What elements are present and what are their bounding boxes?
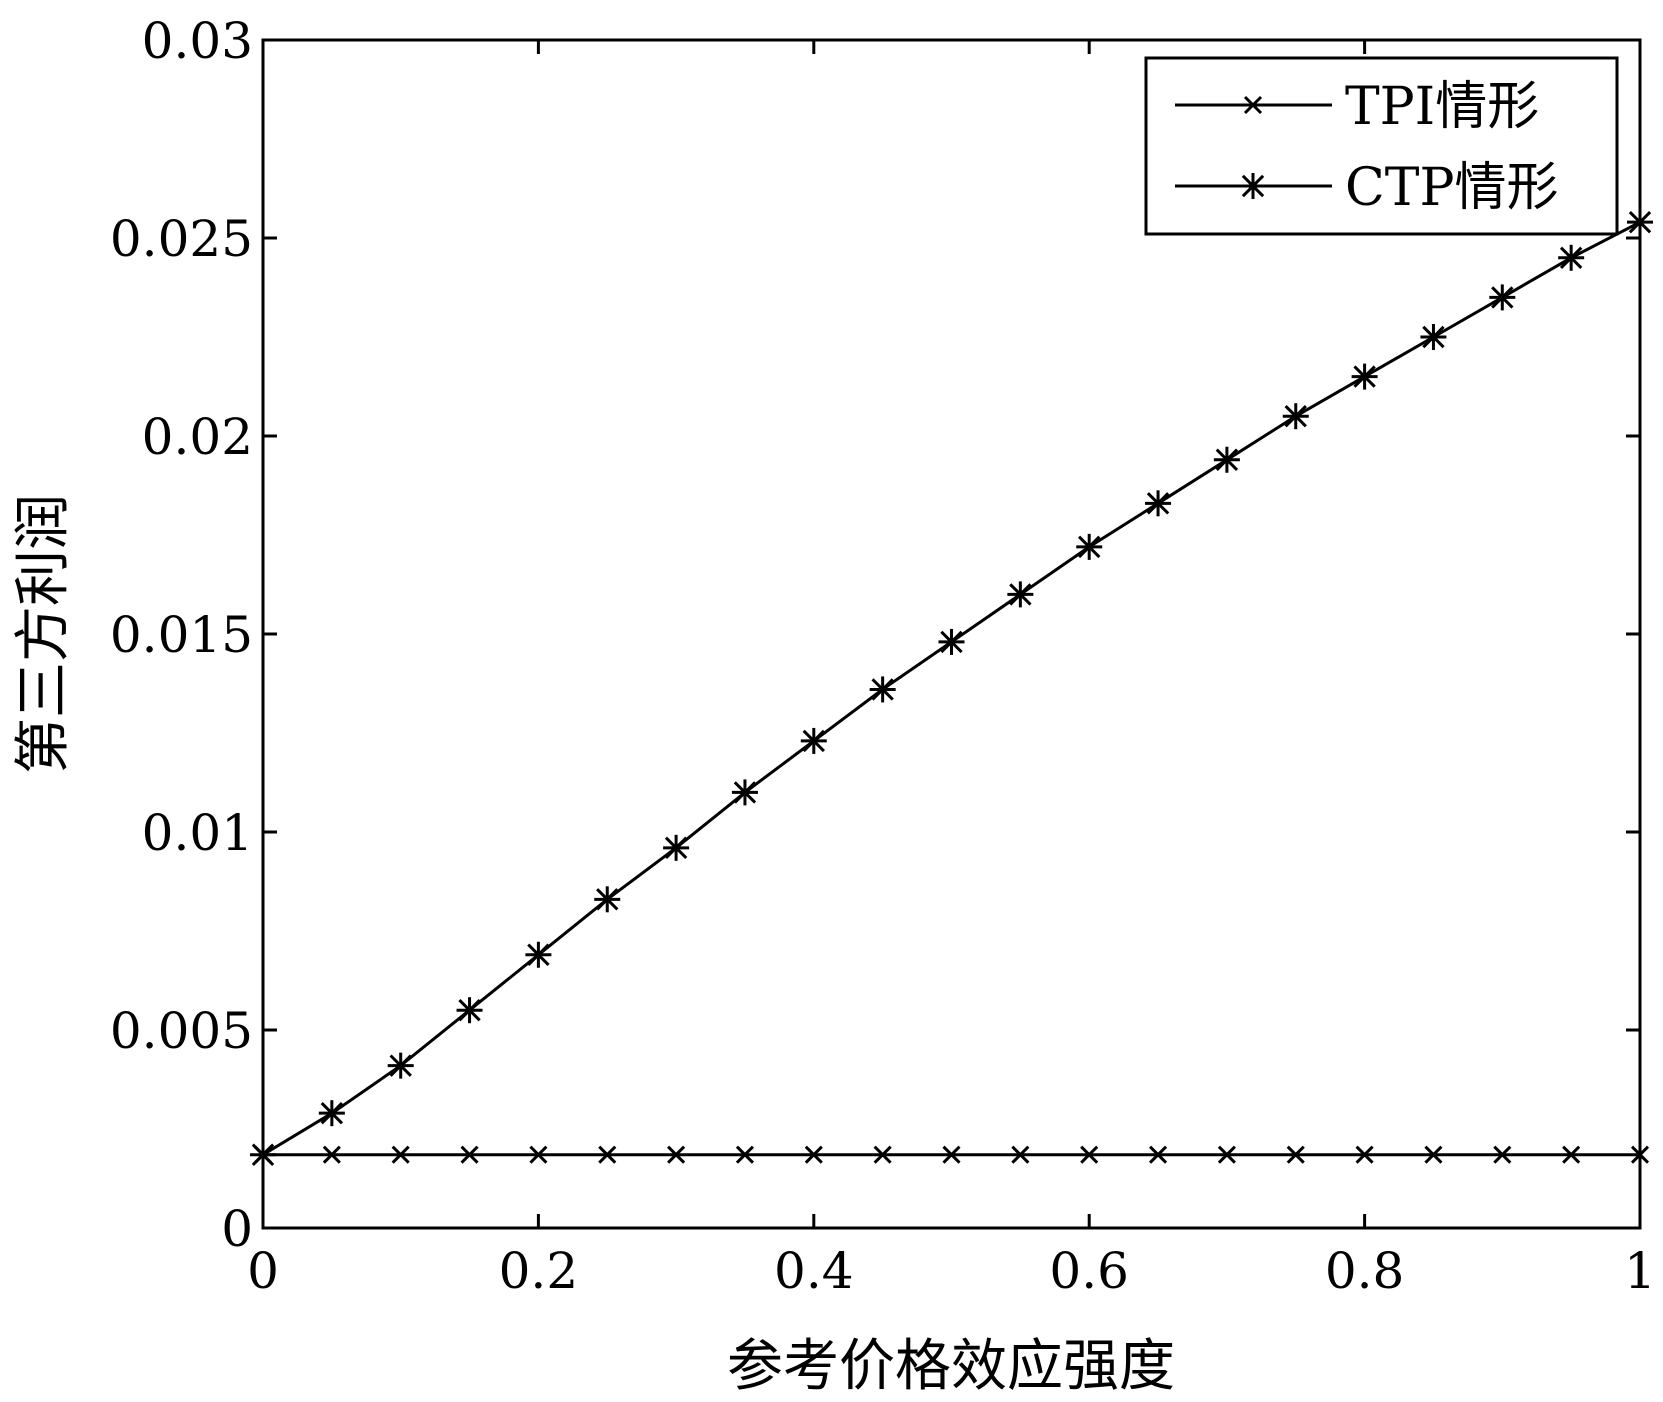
- data-point: [942, 1145, 961, 1164]
- data-point: [594, 886, 621, 913]
- data-point: [1562, 1145, 1581, 1164]
- x-tick-label: 0: [247, 1242, 279, 1300]
- data-point: [663, 834, 690, 861]
- data-point: [800, 727, 827, 754]
- data-point: [1148, 1145, 1168, 1164]
- data-point: [1213, 446, 1240, 473]
- y-tick-label: 0.01: [142, 804, 253, 862]
- data-point: [667, 1145, 686, 1164]
- data-point: [1355, 1145, 1374, 1164]
- data-point: [873, 1145, 892, 1164]
- data-point: [1217, 1145, 1236, 1164]
- y-axis-title: 第三方利润: [11, 494, 76, 774]
- data-point: [869, 676, 896, 703]
- data-point: [1011, 1145, 1030, 1164]
- y-tick-label: 0.03: [142, 12, 253, 70]
- data-point: [735, 1145, 755, 1164]
- y-tick-label: 0.005: [110, 1002, 253, 1060]
- data-point: [1282, 403, 1309, 430]
- x-tick-label: 1: [1624, 1242, 1656, 1300]
- data-point: [1424, 1145, 1443, 1164]
- data-point: [1351, 363, 1378, 390]
- y-tick-labels: 0 0.005 0.01 0.015 0.02 0.025 0.03: [110, 12, 253, 1258]
- x-tick-label: 0.4: [774, 1242, 854, 1300]
- legend-marker-ctp: [1240, 173, 1266, 199]
- y-tick-label: 0.02: [142, 408, 253, 466]
- data-point: [1420, 324, 1447, 350]
- data-point: [1489, 284, 1516, 311]
- data-point: [1007, 581, 1034, 608]
- y-tick-label: 0.025: [110, 210, 253, 268]
- data-point: [1145, 490, 1172, 517]
- data-point: [1076, 533, 1103, 560]
- data-point: [250, 1141, 276, 1168]
- y-tick-label: 0.015: [110, 606, 253, 664]
- x-tick-label: 0.8: [1325, 1242, 1405, 1300]
- legend-marker-tpi: [1243, 95, 1263, 115]
- data-point: [391, 1145, 410, 1164]
- data-point: [460, 1145, 479, 1164]
- data-point: [731, 779, 758, 806]
- legend-label-tpi: TPI情形: [1345, 77, 1539, 137]
- data-point: [938, 628, 965, 655]
- legend-label-ctp: CTP情形: [1345, 158, 1558, 218]
- data-point: [1493, 1145, 1512, 1164]
- x-tick-label: 0.6: [1049, 1242, 1129, 1300]
- data-point: [387, 1052, 414, 1079]
- data-point: [598, 1145, 617, 1164]
- data-point: [456, 997, 483, 1024]
- data-point: [529, 1145, 548, 1164]
- data-point: [1630, 1145, 1650, 1164]
- x-axis-title: 参考价格效应强度: [727, 1334, 1175, 1399]
- y-tick-label: 0: [221, 1200, 253, 1258]
- data-point: [804, 1145, 823, 1164]
- data-point: [1627, 209, 1653, 236]
- data-point: [1558, 244, 1585, 271]
- data-point: [322, 1145, 341, 1164]
- x-tick-label: 0.2: [499, 1242, 579, 1300]
- series-layer: [250, 209, 1653, 1168]
- legend-box: [1144, 56, 1619, 236]
- data-point: [1080, 1145, 1099, 1164]
- x-tick-labels: 0 0.2 0.4 0.6 0.8 1: [247, 1242, 1656, 1300]
- legend: TPI情形 CTP情形: [1144, 56, 1619, 236]
- axis-ticks: [261, 38, 1642, 1230]
- data-point: [318, 1100, 345, 1127]
- data-point: [1286, 1145, 1305, 1164]
- data-point: [525, 941, 552, 968]
